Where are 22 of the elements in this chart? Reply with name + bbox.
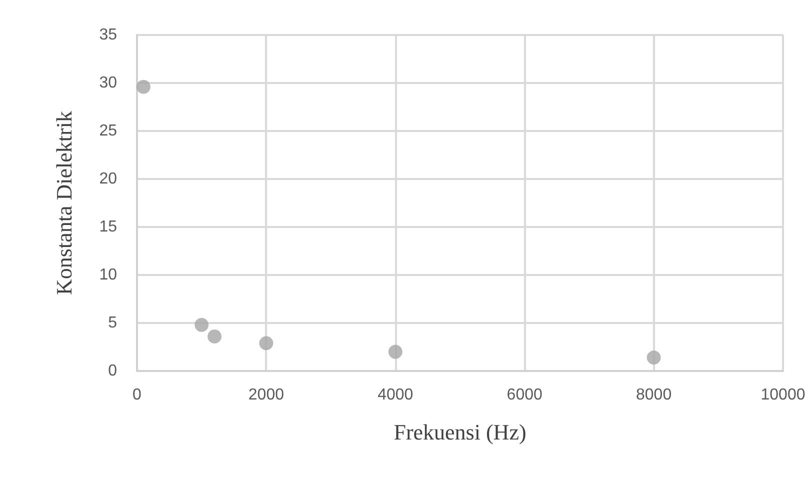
point [388, 344, 402, 359]
point [136, 80, 150, 94]
point [208, 329, 222, 344]
y-tick-label: 30 [99, 74, 118, 92]
y-tick-label: 35 [99, 26, 118, 44]
y-tick-label: 5 [108, 314, 118, 332]
x-tick-label: 4000 [378, 386, 414, 404]
y-tick-label: 20 [99, 170, 118, 188]
x-axis-title: Frekuensi (Hz) [394, 420, 526, 444]
point [646, 350, 661, 365]
x-tick-label: 6000 [506, 386, 542, 404]
x-tick-label: 2000 [248, 386, 284, 404]
point [259, 336, 274, 350]
x-tick-label: 10000 [760, 386, 806, 404]
x-tick-label: 8000 [636, 386, 672, 404]
y-tick-label: 25 [99, 122, 118, 140]
x-tick-label: 0 [132, 386, 142, 404]
y-tick-label: 10 [99, 266, 118, 284]
point [194, 318, 209, 332]
y-tick-label: 0 [108, 362, 118, 380]
y-tick-label: 15 [99, 218, 118, 236]
y-axis-title: Konstanta Dielektrik [52, 111, 76, 295]
